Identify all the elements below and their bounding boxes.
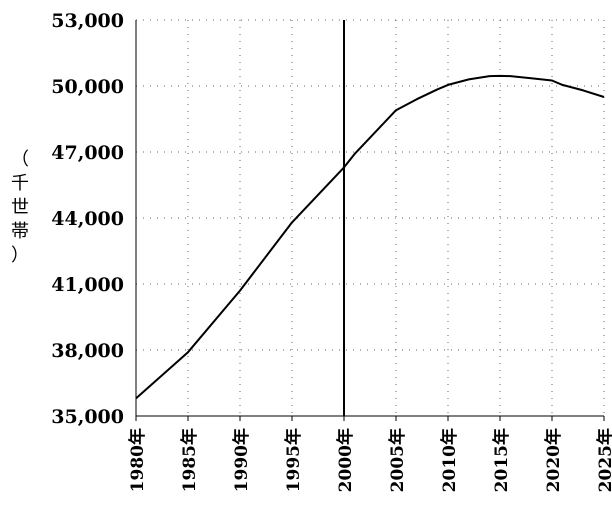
x-tick-label: 1980年 xyxy=(127,428,148,492)
y-axis-label-char: 世 xyxy=(11,197,29,218)
y-tick-label: 47,000 xyxy=(51,142,124,164)
y-tick-label: 53,000 xyxy=(51,10,124,32)
x-tick-label: 2005年 xyxy=(387,428,408,492)
x-tick-label: 2000年 xyxy=(335,428,356,492)
x-tick-label: 1990年 xyxy=(231,428,252,492)
series-lines xyxy=(135,74,605,400)
y-axis-label-char: 千 xyxy=(11,173,29,194)
y-tick-label: 38,000 xyxy=(51,340,124,362)
y-axis-label: （ 千 世 帯 ） xyxy=(6,148,34,268)
y-tick-label: 50,000 xyxy=(51,76,124,98)
axes xyxy=(135,20,605,421)
x-tick-label: 2020年 xyxy=(543,428,564,492)
y-tick-label: 44,000 xyxy=(51,208,124,230)
y-axis-label-char: 帯 xyxy=(11,221,29,242)
x-tick-label: 1985年 xyxy=(179,428,200,492)
tick-labels: 35,000 38,000 41,000 44,000 47,000 50,000 53,0… xyxy=(51,10,612,492)
y-axis-label-char: （ xyxy=(11,149,29,170)
y-tick-label: 41,000 xyxy=(51,274,124,296)
x-tick-label: 2015年 xyxy=(491,428,512,492)
y-axis-label-char: ） xyxy=(11,245,29,266)
x-tick-label: 2010年 xyxy=(439,428,460,492)
series-line xyxy=(135,74,605,400)
x-tick-label: 2025年 xyxy=(595,428,612,492)
y-tick-label: 35,000 xyxy=(51,406,124,428)
x-tick-label: 1995年 xyxy=(283,428,304,492)
